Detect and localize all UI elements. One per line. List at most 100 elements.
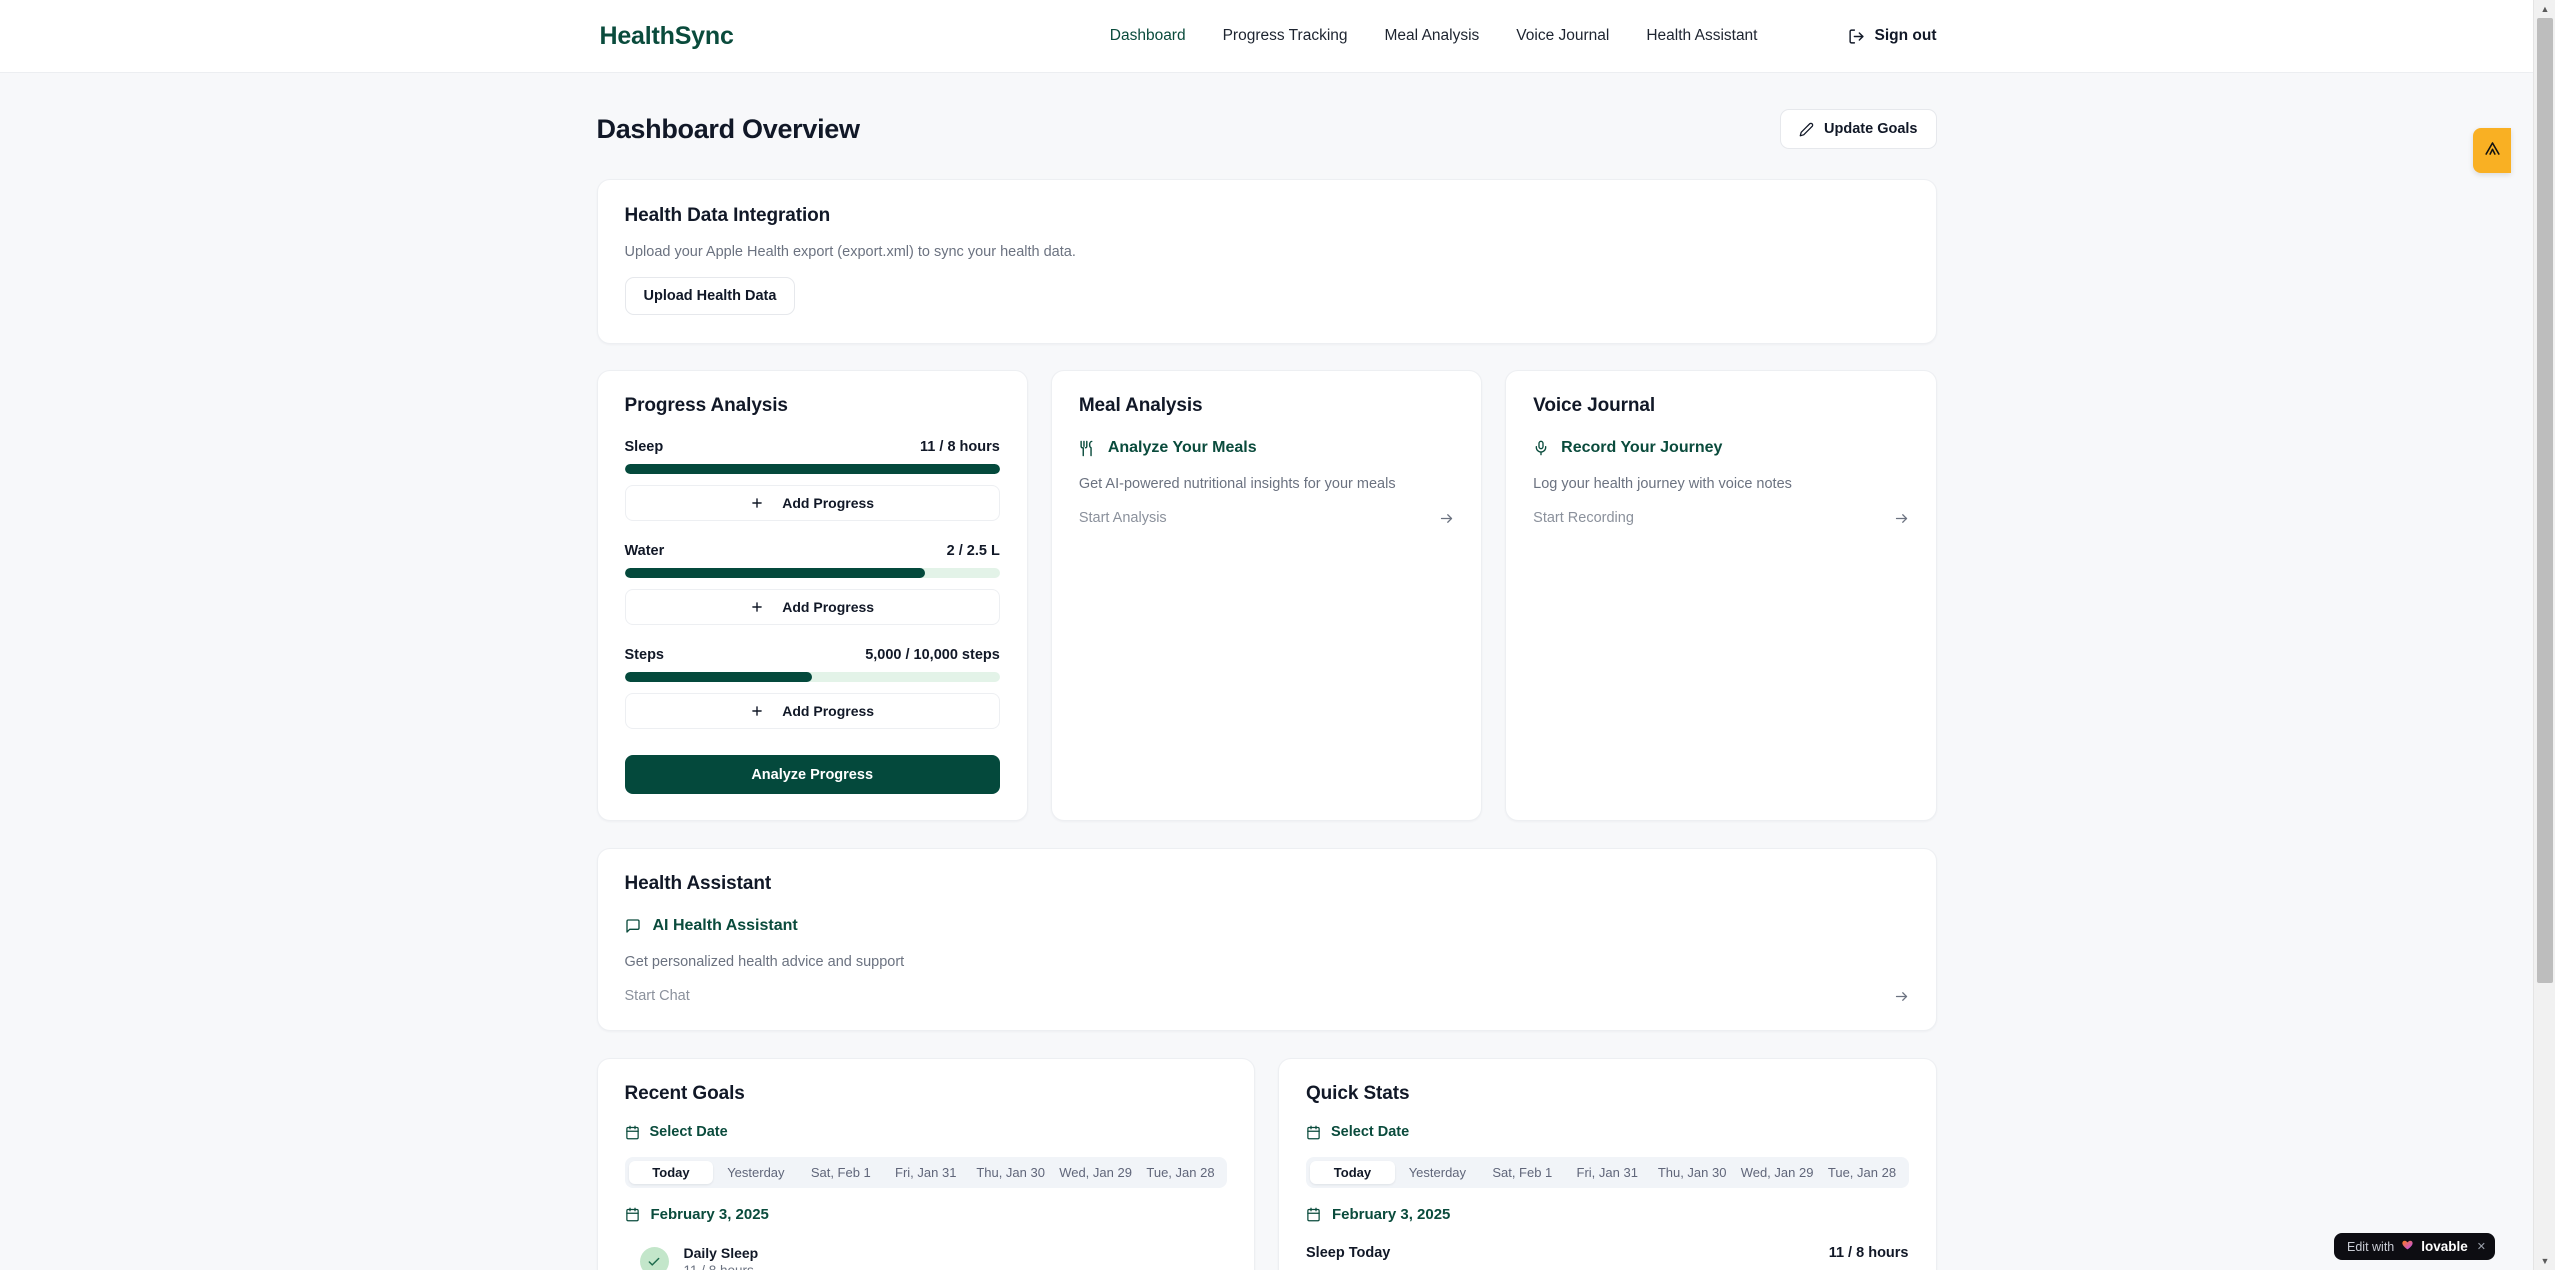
recent-goals-date-chips: Today Yesterday Sat, Feb 1 Fri, Jan 31 T… [624, 1157, 1227, 1188]
plus-icon [750, 704, 764, 718]
nav-item-progress-tracking[interactable]: Progress Tracking [1222, 27, 1348, 44]
nav-item-health-assistant[interactable]: Health Assistant [1646, 27, 1758, 44]
recent-goals-card: Recent Goals Select Date Today Yesterday… [596, 1058, 1255, 1270]
start-recording-cta[interactable]: Start Recording [1533, 510, 1908, 526]
top-navigation-bar: HealthSync Dashboard Progress Tracking M… [0, 0, 2533, 73]
bottom-cards-row: Recent Goals Select Date Today Yesterday… [596, 1058, 1937, 1270]
add-progress-steps-button[interactable]: Add Progress [624, 693, 1000, 729]
update-goals-button[interactable]: Update Goals [1780, 109, 1937, 149]
progress-analysis-card: Progress Analysis Sleep 11 / 8 hours Add… [596, 370, 1028, 821]
arrow-right-icon [1894, 511, 1909, 526]
analyze-your-meals-label: Analyze Your Meals [1107, 439, 1257, 456]
recent-goals-date-text: February 3, 2025 [650, 1206, 769, 1223]
main-nav: Dashboard Progress Tracking Meal Analysi… [1110, 27, 1937, 45]
nav-item-dashboard[interactable]: Dashboard [1109, 27, 1186, 44]
calendar-icon [625, 1207, 640, 1222]
analyze-progress-button[interactable]: Analyze Progress [624, 755, 1000, 794]
page-title: Dashboard Overview [596, 113, 861, 144]
metric-steps-value: 5,000 / 10,000 steps [865, 647, 1000, 663]
integration-description: Upload your Apple Health export (export.… [624, 244, 1076, 260]
scroll-down-arrow-icon[interactable]: ▼ [2540, 1256, 2550, 1266]
list-item[interactable]: Daily Sleep 11 / 8 hours [625, 1245, 1228, 1270]
metric-steps: Steps 5,000 / 10,000 steps Add Progress [624, 647, 1000, 729]
dashboard-cards-row: Progress Analysis Sleep 11 / 8 hours Add… [596, 370, 1937, 821]
add-progress-steps-label: Add Progress [782, 703, 875, 719]
nav-item-meal-analysis[interactable]: Meal Analysis [1384, 27, 1480, 44]
date-chip-yesterday[interactable]: Yesterday [727, 1165, 785, 1180]
message-square-icon [625, 918, 641, 934]
quick-stats-date-text: February 3, 2025 [1332, 1206, 1451, 1223]
date-chip-tue-jan-28[interactable]: Tue, Jan 28 [1827, 1165, 1897, 1180]
metric-steps-progress-bar [624, 672, 1000, 682]
metric-water-value: 2 / 2.5 L [946, 543, 1000, 559]
date-chip-wed-jan-29[interactable]: Wed, Jan 29 [1740, 1165, 1814, 1180]
metric-steps-progress-fill [624, 672, 813, 682]
record-your-journey-link[interactable]: Record Your Journey [1533, 439, 1908, 457]
ai-health-assistant-label: AI Health Assistant [652, 917, 798, 934]
metric-sleep-value: 11 / 8 hours [920, 439, 1000, 455]
close-icon[interactable]: ✕ [2476, 1241, 2486, 1253]
goal-name: Daily Sleep [683, 1245, 759, 1261]
start-analysis-cta[interactable]: Start Analysis [1079, 510, 1454, 526]
nav-item-voice-journal[interactable]: Voice Journal [1516, 27, 1610, 44]
start-analysis-label: Start Analysis [1078, 510, 1167, 526]
app-logo[interactable]: HealthSync [599, 21, 734, 50]
edit-with-lovable-badge[interactable]: Edit with lovable ✕ [2334, 1233, 2495, 1260]
date-chip-tue-jan-28[interactable]: Tue, Jan 28 [1146, 1165, 1215, 1180]
meal-analysis-title: Meal Analysis [1078, 395, 1203, 416]
calendar-icon [1306, 1125, 1321, 1140]
voice-journal-description: Log your health journey with voice notes [1533, 476, 1792, 492]
date-chip-thu-jan-30[interactable]: Thu, Jan 30 [976, 1165, 1045, 1180]
date-chip-today[interactable]: Today [1310, 1161, 1395, 1184]
date-chip-fri-jan-31[interactable]: Fri, Jan 31 [1576, 1165, 1638, 1180]
utensils-icon [1079, 440, 1096, 457]
voice-journal-title: Voice Journal [1533, 395, 1656, 416]
stat-sleep-today: Sleep Today 11 / 8 hours Add Progress [1306, 1245, 1909, 1270]
lovable-logo-icon [2483, 139, 2502, 163]
metric-sleep-label: Sleep [624, 439, 664, 455]
date-chip-today[interactable]: Today [628, 1161, 714, 1184]
start-chat-cta[interactable]: Start Chat [625, 988, 1909, 1004]
date-chip-fri-jan-31[interactable]: Fri, Jan 31 [895, 1165, 957, 1180]
date-chip-wed-jan-29[interactable]: Wed, Jan 29 [1059, 1165, 1132, 1180]
heart-icon [2401, 1238, 2414, 1256]
lovable-badge-prefix: Edit with [2347, 1239, 2395, 1254]
quick-stats-date-chips: Today Yesterday Sat, Feb 1 Fri, Jan 31 T… [1306, 1157, 1909, 1188]
ai-health-assistant-link[interactable]: AI Health Assistant [625, 917, 1909, 935]
add-progress-water-button[interactable]: Add Progress [624, 589, 1000, 625]
calendar-icon [1306, 1207, 1321, 1222]
health-assistant-title: Health Assistant [624, 873, 772, 894]
add-progress-sleep-button[interactable]: Add Progress [624, 485, 1000, 521]
scroll-up-arrow-icon[interactable]: ▲ [2540, 4, 2550, 14]
add-progress-water-label: Add Progress [782, 599, 875, 615]
quick-stats-select-date-button[interactable]: Select Date [1306, 1124, 1909, 1140]
record-your-journey-label: Record Your Journey [1561, 439, 1723, 456]
recent-goals-select-date-label: Select Date [649, 1124, 728, 1140]
date-chip-sat-feb-1[interactable]: Sat, Feb 1 [810, 1165, 871, 1180]
metric-sleep-progress-bar [624, 464, 1000, 474]
start-recording-label: Start Recording [1533, 510, 1634, 526]
integration-title: Health Data Integration [624, 205, 831, 226]
date-chip-sat-feb-1[interactable]: Sat, Feb 1 [1492, 1165, 1553, 1180]
recent-goals-selected-date: February 3, 2025 [625, 1206, 1228, 1223]
calendar-icon [625, 1125, 640, 1140]
start-chat-label: Start Chat [624, 988, 690, 1004]
pencil-icon [1799, 122, 1814, 137]
metric-water: Water 2 / 2.5 L Add Progress [624, 543, 1000, 625]
analyze-your-meals-link[interactable]: Analyze Your Meals [1079, 439, 1454, 457]
health-assistant-description: Get personalized health advice and suppo… [624, 954, 905, 970]
date-chip-thu-jan-30[interactable]: Thu, Jan 30 [1657, 1165, 1727, 1180]
quick-stats-selected-date: February 3, 2025 [1306, 1206, 1909, 1223]
plus-icon [750, 496, 764, 510]
quick-stats-title: Quick Stats [1306, 1083, 1410, 1104]
sign-out-button[interactable]: Sign out [1848, 27, 1937, 45]
scrollbar-thumb[interactable] [2537, 18, 2553, 983]
recent-goals-select-date-button[interactable]: Select Date [625, 1124, 1228, 1140]
date-chip-yesterday[interactable]: Yesterday [1408, 1165, 1467, 1180]
upload-health-data-button[interactable]: Upload Health Data [624, 277, 796, 315]
page-scrollbar[interactable]: ▲ ▼ [2533, 0, 2555, 1270]
lovable-side-tab-button[interactable] [2473, 128, 2511, 173]
arrow-right-icon [1894, 989, 1909, 1004]
metric-sleep-progress-fill [624, 464, 1000, 474]
